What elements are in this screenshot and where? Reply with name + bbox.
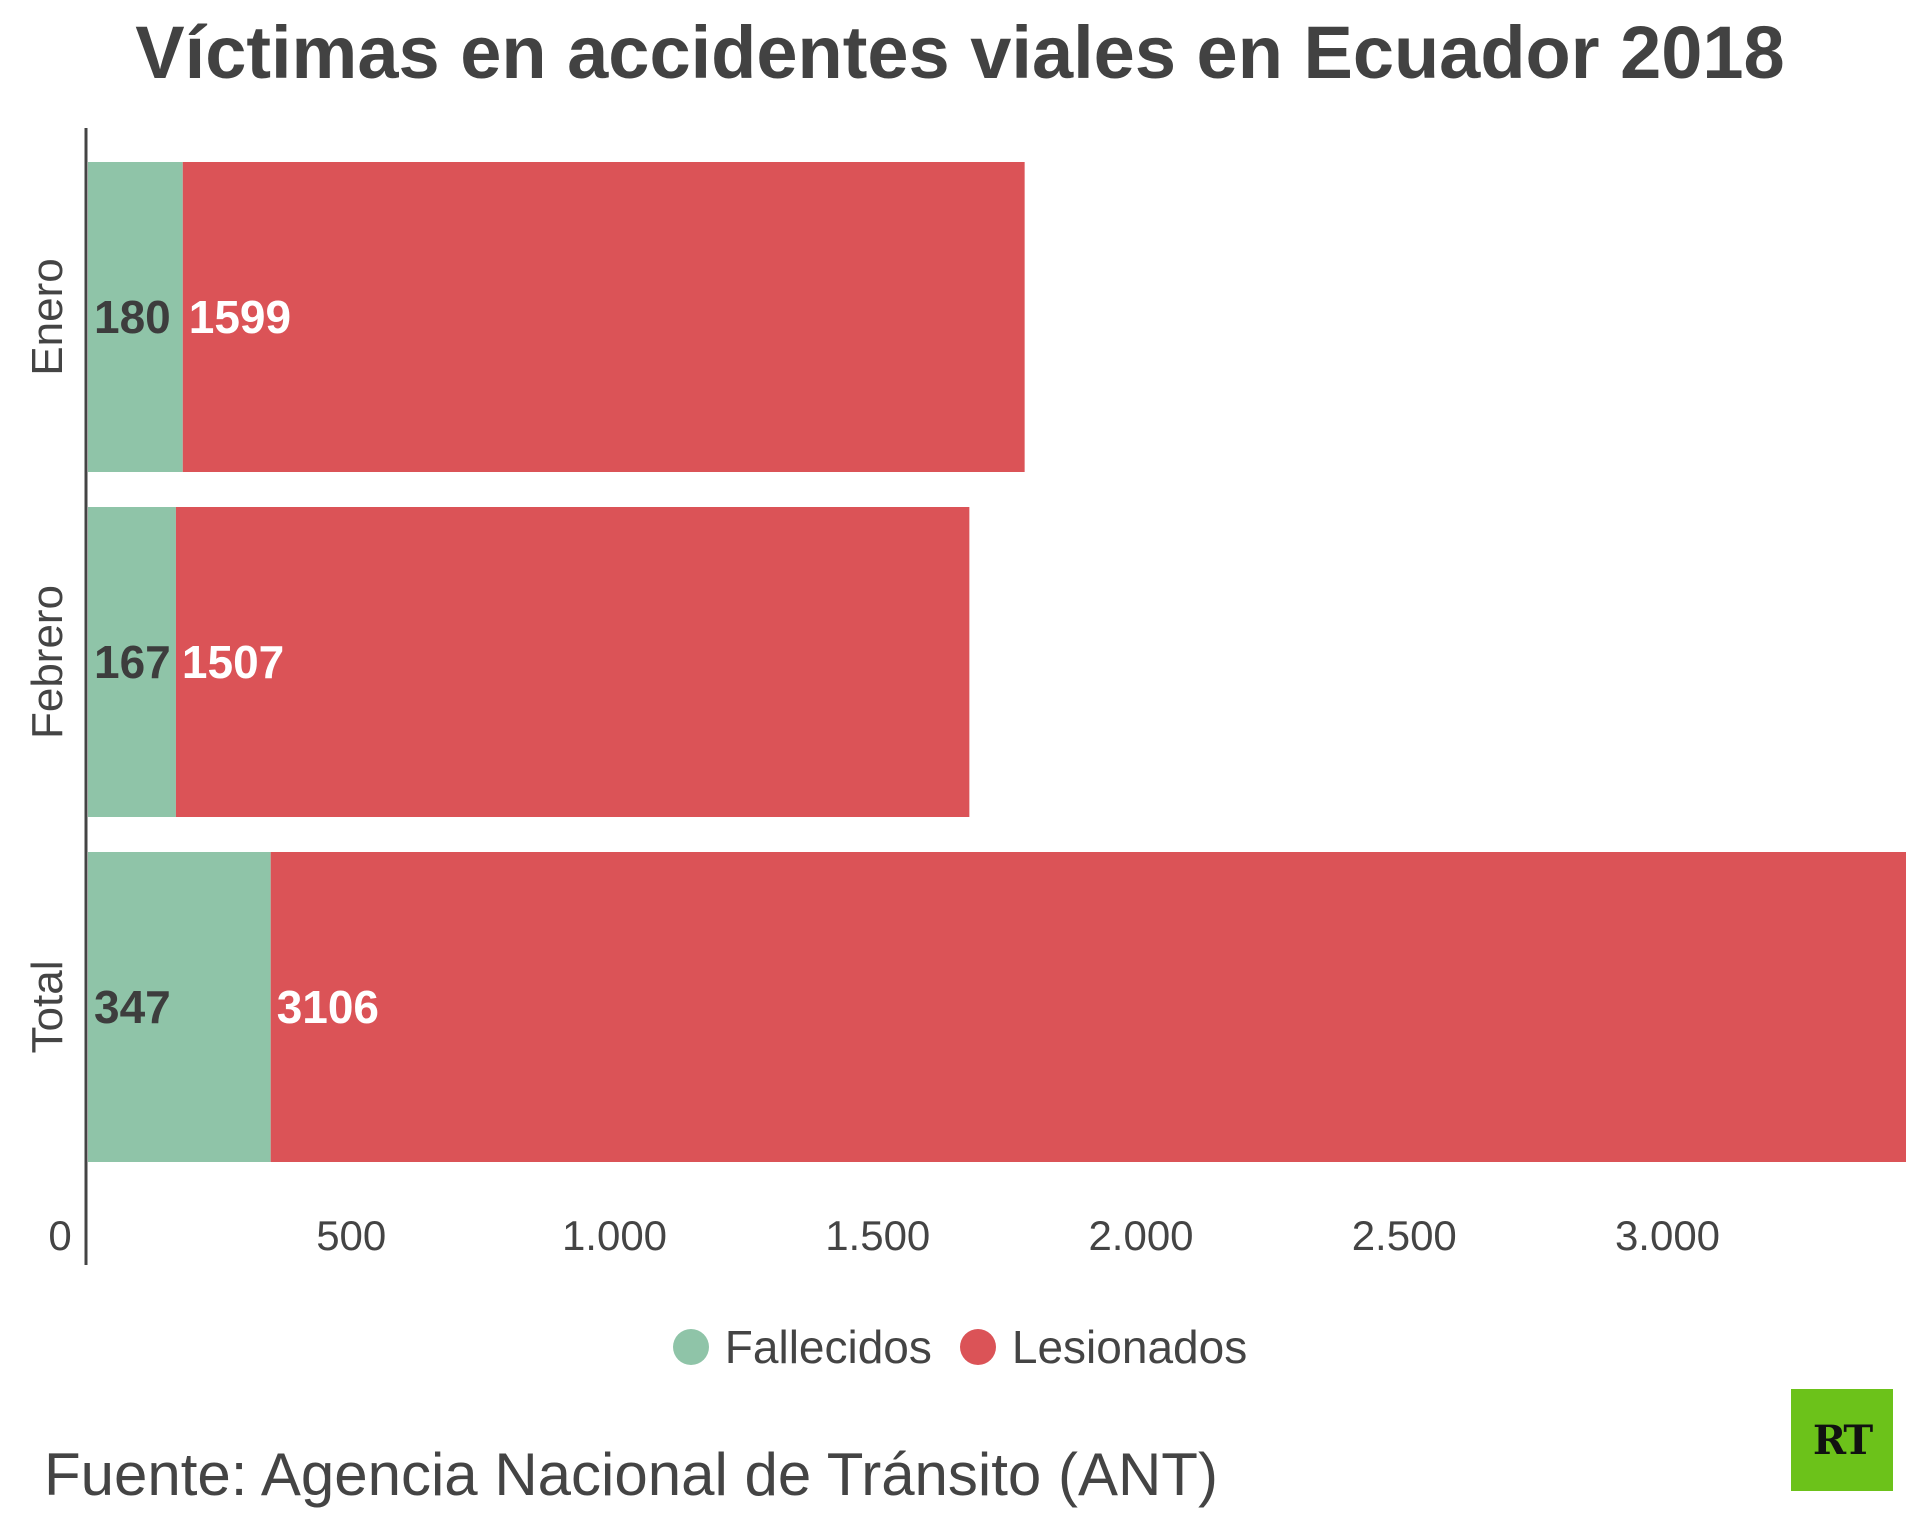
x-tick-label-2500: 2.500	[1352, 1212, 1457, 1259]
bar-fallecidos-total	[88, 852, 271, 1162]
data-label-lesionados-enero: 1599	[189, 291, 291, 343]
bar-lesionados-febrero	[175, 507, 970, 817]
legend-item-fallecidos: Fallecidos	[672, 1320, 932, 1374]
y-tick-label-enero: Enero	[23, 258, 72, 375]
legend: Fallecidos Lesionados	[0, 1320, 1920, 1374]
x-tick-label-500: 500	[316, 1212, 386, 1259]
x-tick-label-1000: 1.000	[562, 1212, 667, 1259]
legend-item-lesionados: Lesionados	[959, 1320, 1248, 1374]
rt-logo: RT	[1791, 1389, 1893, 1491]
x-tick-label-2000: 2.000	[1088, 1212, 1193, 1259]
chart-svg: 180 1599 Enero 167 1507 Febrero 347 3106 Total 0 5…	[23, 128, 1906, 1265]
x-tick-label-0: 0	[48, 1212, 71, 1259]
data-label-fallecidos-total: 347	[94, 981, 171, 1033]
chart-title: Víctimas en accidentes viales en Ecuador…	[135, 11, 1785, 94]
x-tick-label-1500: 1.500	[825, 1212, 930, 1259]
legend-swatch-fallecidos	[672, 1329, 709, 1365]
data-label-fallecidos-febrero: 167	[94, 636, 171, 688]
source-note: Fuente: Agencia Nacional de Tránsito (AN…	[44, 1441, 1218, 1508]
bar-fallecidos-febrero	[88, 507, 176, 817]
bar-fallecidos-enero	[88, 162, 183, 472]
bar-lesionados-enero	[182, 162, 1025, 472]
y-tick-label-total: Total	[23, 961, 72, 1054]
bar-lesionados-total	[270, 852, 1906, 1162]
legend-swatch-lesionados	[959, 1329, 996, 1365]
data-label-lesionados-total: 3106	[277, 981, 379, 1033]
legend-label-fallecidos: Fallecidos	[724, 1321, 932, 1373]
legend-label-lesionados: Lesionados	[1011, 1321, 1248, 1373]
y-tick-label-febrero: Febrero	[23, 585, 72, 739]
x-tick-label-3000: 3.000	[1615, 1212, 1720, 1259]
data-label-fallecidos-enero: 180	[94, 291, 171, 343]
data-label-lesionados-febrero: 1507	[182, 636, 284, 688]
rt-logo-text: RT	[1812, 1416, 1873, 1464]
